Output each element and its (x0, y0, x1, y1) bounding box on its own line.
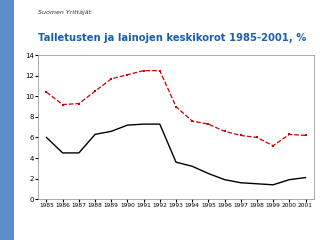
Text: Talletusten ja lainojen keskikorot 1985-2001, %: Talletusten ja lainojen keskikorot 1985-… (38, 33, 307, 43)
Text: Suomen Yrittäjät: Suomen Yrittäjät (38, 10, 92, 15)
